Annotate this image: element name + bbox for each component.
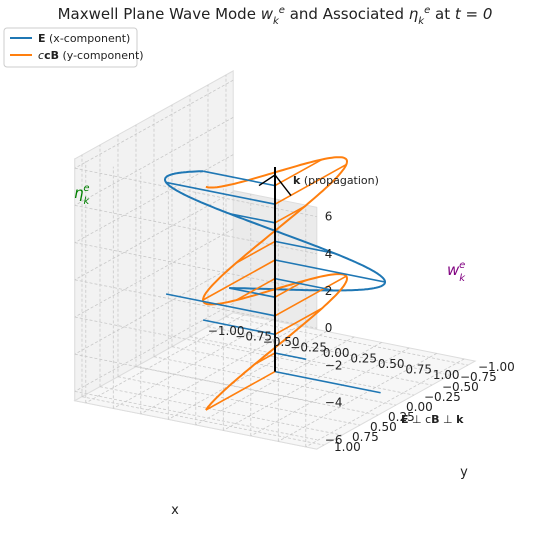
cb-field-vector (235, 240, 276, 264)
grid-z-back (74, 279, 317, 329)
grid-y-floor (207, 326, 451, 376)
grid-x-floor (113, 320, 272, 409)
y-tick-label: 0.25 (388, 410, 415, 424)
z-tick-label: 0 (325, 321, 333, 335)
grid-x-floor (250, 347, 410, 437)
legend-entry-cb: ccB (y-component) (38, 49, 144, 62)
grid-y-floor (135, 366, 379, 416)
e-field-vector (274, 352, 307, 361)
propagation-label: k (propagation) (293, 174, 379, 187)
grid-z-side (74, 228, 234, 318)
x-tick-label: 0.75 (405, 362, 432, 376)
cb-field-vector (235, 277, 276, 301)
x-tick-label: −0.75 (235, 329, 272, 343)
x-tick-label: 0.25 (350, 351, 377, 365)
grid-z-back (74, 391, 317, 441)
grid-lines (74, 74, 469, 448)
grid-z-side (74, 303, 234, 392)
legend-entry-e: E (x-component) (38, 32, 130, 45)
grid-z-back (74, 242, 317, 292)
grid-y-floor (81, 396, 325, 446)
z-tick-label: 6 (325, 210, 333, 224)
grid-y-floor (225, 316, 469, 366)
grid-y-floor (153, 356, 397, 406)
x-tick-label: −1.00 (208, 324, 245, 338)
x-tick-label: −0.25 (290, 340, 327, 354)
grid-y-floor (99, 386, 343, 436)
z-tick-label: 2 (325, 284, 333, 298)
cb-field-vector (274, 307, 323, 336)
y-tick-label: −0.25 (424, 390, 461, 404)
y-tick-label: 0.50 (370, 420, 397, 434)
z-tick-label: 4 (325, 247, 333, 261)
e-field-vector (229, 287, 276, 298)
series-layer (164, 156, 386, 411)
z-tick-label: −6 (325, 433, 343, 447)
x-tick-label: 0.50 (378, 357, 405, 371)
e-field-vector (274, 240, 335, 255)
x-tick-label: 0.00 (323, 346, 350, 360)
x-tick-label: −0.50 (263, 335, 300, 349)
z-tick-label: −4 (325, 396, 343, 410)
grid-x-floor (195, 336, 355, 426)
y-tick-label: 0.00 (406, 400, 433, 414)
cb-field-vector (274, 275, 347, 317)
k-vector-arrowhead (258, 174, 292, 197)
grid-z-back (74, 167, 317, 217)
x-tick-label: 1.00 (433, 368, 460, 382)
orthogonality-label: E ⊥ cB ⊥ k (401, 413, 464, 426)
cb-field-vector (205, 370, 276, 411)
e-field-vector (229, 212, 276, 224)
grid-z-back (74, 353, 317, 403)
y-tick-label: 1.00 (334, 440, 361, 454)
grid-y-floor (189, 336, 433, 386)
e-field-vector (165, 293, 276, 317)
eta-annotation: ηke (74, 183, 91, 207)
e-field-vector (274, 259, 386, 283)
grid-y-floor (117, 376, 361, 426)
grid-z-side (74, 154, 234, 243)
grid-z-back (74, 316, 317, 366)
cb-field-vector (274, 205, 306, 224)
cb-field-vector (274, 163, 347, 205)
grid-z-back (74, 205, 317, 255)
y-tick-label: −0.50 (442, 380, 479, 394)
y-tick-label: −0.75 (460, 370, 497, 384)
y-tick-label: 0.75 (352, 430, 379, 444)
z-tick-label: −2 (325, 358, 343, 372)
x-axis-label: x (171, 503, 179, 518)
legend: E (x-component) ccB (y-component) (3, 27, 144, 68)
w-annotation: wke (447, 260, 466, 284)
grid-y-floor (171, 346, 415, 396)
tick-labels: −1.00−0.75−0.50−0.250.00 0.25 0.50 0.75 1.00… (208, 210, 515, 455)
e-field-vector (274, 370, 381, 394)
chart-title: Maxwell Plane Wave Mode wke and Associat… (58, 5, 493, 27)
e-field-vector (274, 277, 335, 292)
cb-field-vector (254, 352, 276, 366)
cb-field-vector (202, 259, 276, 301)
e-field-vector (165, 181, 276, 205)
y-tick-label: −1.00 (478, 360, 515, 374)
cb-field-vector (274, 158, 323, 187)
y-axis-label: y (460, 465, 468, 480)
e-field-vector (202, 319, 276, 336)
